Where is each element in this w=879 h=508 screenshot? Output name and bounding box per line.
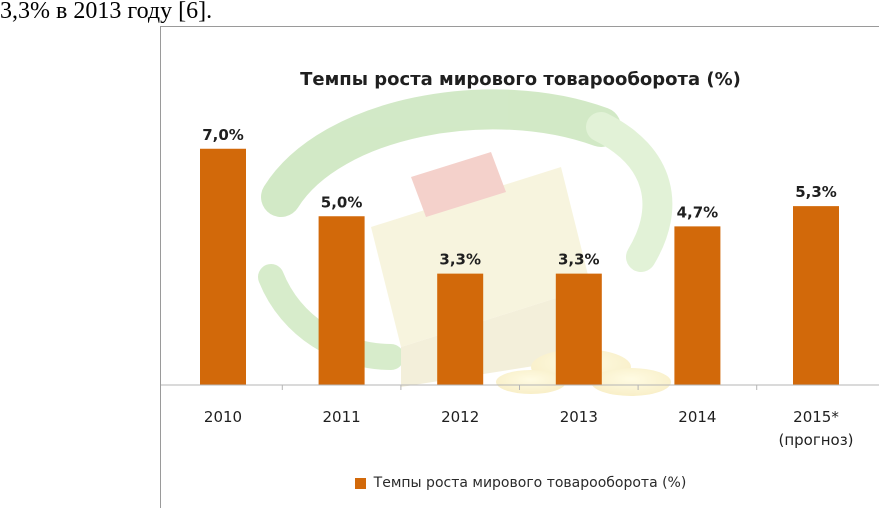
- data-label-2015: 5,3%: [795, 183, 837, 201]
- chart-title: Темпы роста мирового товарооборота (%): [300, 69, 741, 90]
- legend-swatch: [354, 477, 366, 489]
- data-label-2010: 7,0%: [202, 126, 244, 144]
- x-tick-label-2011: 2011: [323, 408, 361, 426]
- chart-container: 7,0% 5,0% 3,3% 3,3% 4,7% 5,3% 2010 2011 2012 201…: [160, 26, 879, 508]
- document-text-line: 3,3% в 2013 году [6].: [0, 0, 213, 24]
- data-label-2013: 3,3%: [558, 251, 600, 269]
- bar-2013: [555, 273, 602, 385]
- x-tick-label-2012: 2012: [441, 408, 479, 426]
- bars-layer: [200, 148, 839, 385]
- x-tick-label-2014: 2014: [678, 408, 716, 426]
- data-label-2014: 4,7%: [677, 203, 719, 221]
- data-label-2012: 3,3%: [439, 251, 481, 269]
- data-labels-layer: 7,0% 5,0% 3,3% 3,3% 4,7% 5,3%: [202, 126, 837, 269]
- chart-legend: Темпы роста мирового товарооборота (%): [161, 475, 879, 491]
- legend-label: Темпы роста мирового товарооборота (%): [373, 475, 687, 491]
- bar-2011: [318, 216, 365, 385]
- x-tick-label-2015: 2015*: [793, 408, 839, 426]
- bar-2010: [200, 148, 246, 385]
- chart-illustration: 7,0%5,0%3,3% 3,3%4,7%5,3% 2010 2011 2012 201…: [161, 89, 879, 449]
- x-tick-labels-layer: 2010 2011 2012 2013 2014 2015* (прогноз): [204, 385, 854, 449]
- bar-2015: [793, 206, 839, 385]
- bar-2014: [674, 226, 721, 385]
- x-tick-sublabel-2015: (прогноз): [778, 431, 853, 449]
- x-tick-label-2010: 2010: [204, 408, 242, 426]
- bar-2012: [437, 273, 484, 385]
- data-label-2011: 5,0%: [321, 193, 363, 211]
- x-tick-label-2013: 2013: [560, 408, 598, 426]
